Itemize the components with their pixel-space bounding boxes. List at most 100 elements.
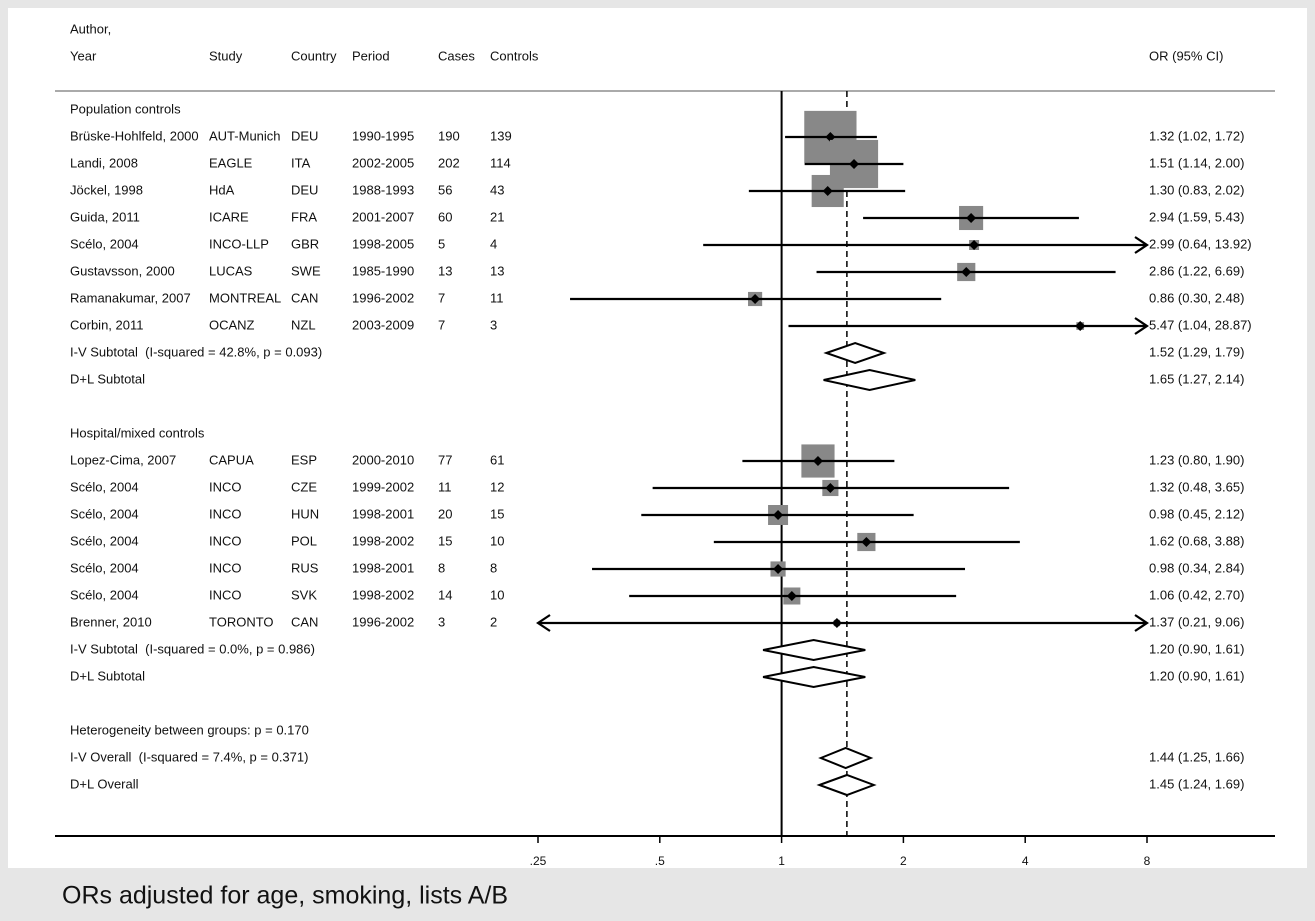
pooled-diamond (762, 638, 866, 662)
pooled-diamond (816, 773, 877, 797)
ci-label: 1.20 (0.90, 1.61) (1149, 641, 1244, 656)
study-study: MONTREAL (209, 290, 281, 305)
study-author: Corbin, 2011 (70, 317, 143, 332)
study-country: CAN (291, 290, 318, 305)
ci-label: 5.47 (1.04, 28.87) (1149, 317, 1252, 332)
study-period: 1996-2002 (352, 290, 414, 305)
study-period: 1998-2002 (352, 587, 414, 602)
ci-label: 1.37 (0.21, 9.06) (1149, 614, 1244, 629)
study-study: CAPUA (209, 452, 254, 467)
study-author: Landi, 2008 (70, 155, 138, 170)
study-country: CAN (291, 614, 318, 629)
study-controls: 10 (490, 587, 504, 602)
x-tick-label: 4 (1022, 854, 1029, 868)
study-country: GBR (291, 236, 319, 251)
study-country: CZE (291, 479, 317, 494)
ci-label: 1.44 (1.25, 1.66) (1149, 749, 1244, 764)
study-author: Gustavsson, 2000 (70, 263, 175, 278)
study-controls: 61 (490, 452, 504, 467)
study-controls: 12 (490, 479, 504, 494)
header: Cases (438, 48, 475, 63)
x-tick-label: .5 (655, 854, 665, 868)
study-controls: 3 (490, 317, 497, 332)
study-cases: 56 (438, 182, 452, 197)
study-cases: 15 (438, 533, 452, 548)
ci-label: 1.32 (1.02, 1.72) (1149, 128, 1244, 143)
study-country: NZL (291, 317, 316, 332)
study-controls: 8 (490, 560, 497, 575)
study-study: INCO (209, 560, 242, 575)
study-period: 2003-2009 (352, 317, 414, 332)
ci-label: 1.23 (0.80, 1.90) (1149, 452, 1244, 467)
pooled-label: I-V Subtotal (I-squared = 0.0%, p = 0.98… (70, 641, 315, 656)
group-label: Population controls (70, 101, 181, 116)
study-period: 1985-1990 (352, 263, 414, 278)
point-estimate (1075, 321, 1086, 331)
point-estimate (966, 213, 977, 223)
study-period: 1998-2005 (352, 236, 414, 251)
study-study: ICARE (209, 209, 249, 224)
study-author: Jöckel, 1998 (70, 182, 143, 197)
header: Study (209, 48, 243, 63)
study-country: SVK (291, 587, 317, 602)
pooled-diamond (818, 746, 874, 770)
ci-label: 1.30 (0.83, 2.02) (1149, 182, 1244, 197)
ci-label: 1.62 (0.68, 3.88) (1149, 533, 1244, 548)
study-cases: 7 (438, 317, 445, 332)
study-study: HdA (209, 182, 235, 197)
point-estimate (825, 483, 836, 493)
ci-label: 1.06 (0.42, 2.70) (1149, 587, 1244, 602)
study-cases: 8 (438, 560, 445, 575)
ci-label: 2.94 (1.59, 5.43) (1149, 209, 1244, 224)
study-period: 2001-2007 (352, 209, 414, 224)
header: Period (352, 48, 390, 63)
study-cases: 202 (438, 155, 460, 170)
study-study: INCO (209, 533, 242, 548)
pooled-label: D+L Overall (70, 776, 139, 791)
study-study: TORONTO (209, 614, 274, 629)
ci-arrow (1134, 614, 1149, 632)
study-author: Guida, 2011 (70, 209, 140, 224)
study-country: HUN (291, 506, 319, 521)
study-cases: 5 (438, 236, 445, 251)
study-cases: 7 (438, 290, 445, 305)
point-estimate (961, 267, 972, 277)
point-estimate (825, 132, 836, 142)
header: Controls (490, 48, 539, 63)
ci-arrow (1134, 317, 1149, 335)
study-controls: 2 (490, 614, 497, 629)
x-tick-label: 8 (1144, 854, 1151, 868)
study-controls: 139 (490, 128, 512, 143)
study-period: 1998-2001 (352, 560, 414, 575)
group-label: Hospital/mixed controls (70, 425, 205, 440)
point-estimate (786, 591, 797, 601)
study-author: Brenner, 2010 (70, 614, 152, 629)
header: OR (95% CI) (1149, 48, 1223, 63)
study-cases: 13 (438, 263, 452, 278)
footnote: ORs adjusted for age, smoking, lists A/B (62, 882, 508, 910)
plot-background (8, 8, 1307, 868)
point-estimate (812, 456, 823, 466)
study-country: SWE (291, 263, 321, 278)
study-author: Scélo, 2004 (70, 236, 139, 251)
study-cases: 11 (438, 479, 452, 494)
study-study: INCO-LLP (209, 236, 269, 251)
study-controls: 15 (490, 506, 504, 521)
study-country: FRA (291, 209, 317, 224)
ci-label: 0.98 (0.45, 2.12) (1149, 506, 1244, 521)
study-author: Scélo, 2004 (70, 533, 139, 548)
study-controls: 21 (490, 209, 504, 224)
study-author: Ramanakumar, 2007 (70, 290, 191, 305)
study-author: Scélo, 2004 (70, 560, 139, 575)
pooled-diamond (823, 368, 916, 392)
study-study: OCANZ (209, 317, 255, 332)
ci-label: 1.52 (1.29, 1.79) (1149, 344, 1244, 359)
ci-arrow (536, 614, 551, 632)
study-period: 2000-2010 (352, 452, 414, 467)
study-country: POL (291, 533, 317, 548)
study-cases: 190 (438, 128, 460, 143)
header: Country (291, 48, 337, 63)
study-study: INCO (209, 479, 242, 494)
header: Author, (70, 21, 111, 36)
ci-label: 0.98 (0.34, 2.84) (1149, 560, 1244, 575)
